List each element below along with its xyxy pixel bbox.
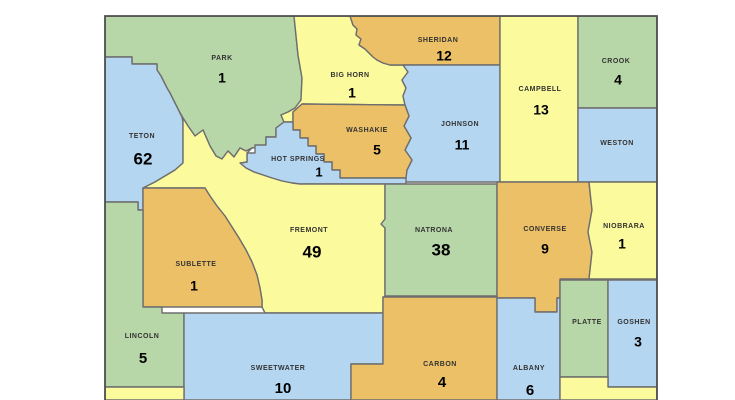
county-value-converse: 9 (541, 241, 549, 257)
county-value-crook: 4 (614, 72, 622, 88)
county-label-albany: ALBANY (513, 365, 545, 372)
county-shape-carbon (350, 296, 498, 400)
county-label-platte: PLATTE (572, 319, 602, 326)
county-shape-niobrara (587, 181, 657, 280)
county-value-big-horn: 1 (348, 85, 356, 101)
county-label-lincoln: LINCOLN (125, 333, 160, 340)
county-label-sheridan: SHERIDAN (418, 37, 459, 44)
county-label-goshen: GOSHEN (617, 319, 650, 326)
county-shape-goshen (607, 279, 657, 388)
county-label-park: PARK (211, 55, 232, 62)
county-label-teton: TETON (129, 133, 155, 140)
county-label-sublette: SUBLETTE (176, 261, 217, 268)
county-value-washakie: 5 (373, 142, 381, 158)
county-label-sweetwater: SWEETWATER (251, 365, 306, 372)
county-label-crook: CROOK (602, 58, 631, 65)
county-shapes-layer (105, 16, 657, 400)
map-frame (104, 15, 658, 400)
county-label-carbon: CARBON (423, 361, 457, 368)
county-value-lincoln: 5 (139, 350, 147, 367)
county-value-goshen: 3 (634, 334, 642, 350)
county-value-hot-springs: 1 (315, 164, 322, 179)
county-shape-unlabeled-county-southeast (559, 376, 657, 400)
county-value-sweetwater: 10 (275, 380, 292, 397)
county-value-sheridan: 12 (436, 48, 452, 64)
county-label-weston: WESTON (600, 140, 634, 147)
county-label-big-horn: BIG HORN (331, 72, 370, 79)
county-shape-crook (577, 16, 657, 109)
county-label-johnson: JOHNSON (441, 121, 479, 128)
county-value-sublette: 1 (190, 278, 198, 294)
county-label-campbell: CAMPBELL (519, 86, 562, 93)
county-value-campbell: 13 (533, 102, 549, 118)
county-label-washakie: WASHAKIE (346, 127, 388, 134)
county-label-natrona: NATRONA (415, 227, 453, 234)
county-shape-platte (559, 279, 609, 378)
county-value-natrona: 38 (432, 240, 451, 259)
county-value-park: 1 (218, 70, 226, 86)
county-shape-weston (577, 107, 657, 183)
county-value-niobrara: 1 (618, 236, 626, 252)
county-shape-sublette (142, 187, 263, 308)
county-label-converse: CONVERSE (523, 226, 566, 233)
county-value-johnson: 11 (455, 137, 470, 153)
county-value-fremont: 49 (303, 242, 322, 261)
county-label-hot-springs: HOT SPRINGS (271, 156, 325, 163)
county-shape-albany (496, 297, 561, 400)
county-shape-unlabeled-county-southwest (105, 386, 185, 400)
county-shape-campbell (499, 16, 579, 183)
county-label-fremont: FREMONT (290, 227, 328, 234)
county-value-albany: 6 (526, 382, 534, 399)
county-value-teton: 62 (134, 149, 153, 168)
county-label-niobrara: NIOBRARA (603, 223, 645, 230)
county-value-carbon: 4 (438, 374, 447, 391)
